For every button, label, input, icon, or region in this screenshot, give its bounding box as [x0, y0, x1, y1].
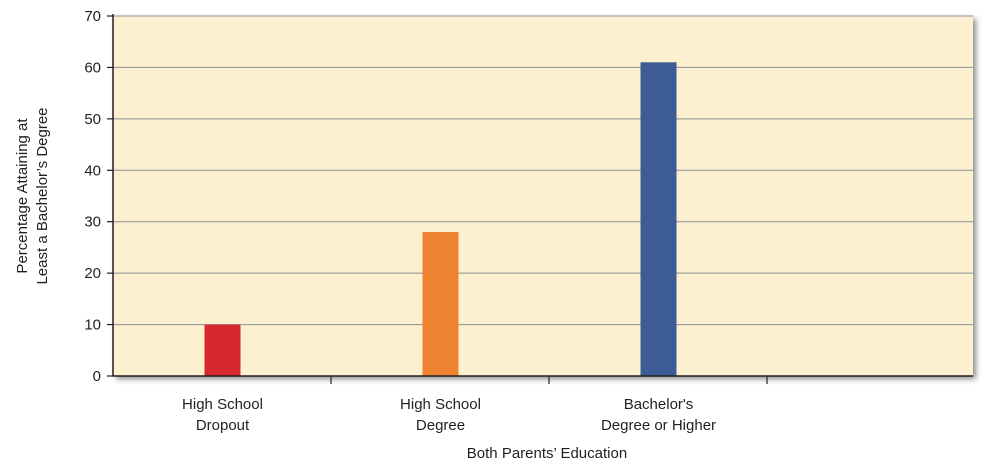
plot-area [113, 16, 973, 376]
x-category-labels: High School Dropout High School Degree Bache… [182, 396, 716, 434]
y-tick-label: 70 [84, 8, 101, 25]
y-tick-label: 20 [84, 265, 101, 282]
axes [107, 14, 973, 384]
y-axis-title-line-2: Least a Bachelor’s Degree [34, 107, 51, 284]
y-tick-label: 10 [84, 317, 101, 334]
x-axis-title: Both Parents’ Education [467, 445, 627, 462]
x-category-label: Dropout [196, 417, 250, 434]
bars [204, 62, 677, 377]
bar [422, 232, 459, 376]
x-category-label: Degree or Higher [601, 417, 716, 434]
gridlines [113, 15, 973, 326]
y-tick-label: 30 [84, 214, 101, 231]
x-category-label: Degree [416, 417, 465, 434]
x-category-label: High School [400, 396, 481, 413]
x-category-label: Bachelor's [624, 396, 694, 413]
y-tick-label: 40 [84, 162, 101, 179]
y-tick-label: 50 [84, 111, 101, 128]
bar [204, 324, 241, 376]
y-tick-label: 0 [93, 368, 101, 385]
y-axis-title-line-1: Percentage Attaining at [14, 118, 31, 274]
bar [640, 62, 677, 377]
y-tick-label: 60 [84, 59, 101, 76]
y-axis-title: Percentage Attaining at Least a Bachelor… [14, 107, 51, 284]
y-tick-labels: 0 10 20 30 40 50 60 70 [84, 8, 101, 385]
x-category-label: High School [182, 396, 263, 413]
